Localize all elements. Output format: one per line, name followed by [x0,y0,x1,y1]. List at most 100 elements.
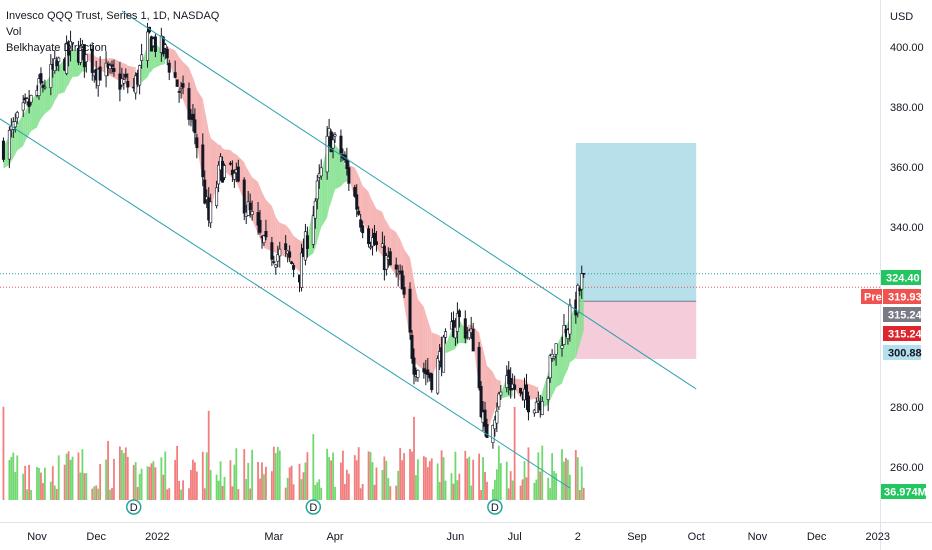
candle [576,283,580,318]
candle [71,42,75,48]
volume-bar [229,460,232,500]
candle-body [408,288,412,333]
volume-bar [215,474,218,500]
candle-body [479,385,483,417]
candle-body [426,369,430,375]
candle-body [258,219,262,233]
candle-body [55,60,59,67]
volume-bar [537,452,540,500]
volume-bar [178,480,181,500]
volume-bar [523,461,526,500]
candle-body [57,57,61,62]
candle [426,358,430,383]
volume-bar [422,456,425,500]
candle-body [357,210,361,215]
candle-body [278,248,282,257]
chart-legend: Invesco QQQ Trust, Series 1, 1D, NASDAQ … [6,8,219,56]
cloud-segment [23,111,26,146]
candle-body [333,134,337,137]
price-axis[interactable]: USD 400.00 380.00 360.00 340.00 280.00 260.00 [890,11,924,474]
dividend-marker[interactable]: D [305,499,322,515]
candle-body [339,135,343,154]
time-axis[interactable]: Nov Dec 2022 Mar Apr Jun Jul 2 Sep Oct Nov Dec 2023 [27,531,890,543]
candle-body [165,48,169,59]
volume-bar [122,453,125,500]
candle-body [412,357,416,375]
trend-channel[interactable] [0,10,697,489]
cloud-segment [342,158,345,184]
volume-bar [55,488,58,500]
position-tool[interactable] [575,143,697,359]
dividend-marker[interactable]: D [487,499,503,515]
candle [444,328,448,344]
volume-bar [389,486,392,500]
volume-bar [468,456,471,500]
volume-bar [541,445,544,500]
indicator-belkhayate[interactable]: Belkhayate Direction [6,42,107,54]
channel-line-lower[interactable] [0,116,571,489]
candle [108,62,112,74]
volume-bar [565,458,567,500]
volume-bar [549,488,552,500]
candle [228,161,232,166]
channel-line-upper[interactable] [121,10,697,390]
candle [262,234,266,246]
volume-bar [332,452,334,500]
symbol-title[interactable]: Invesco QQQ Trust, Series 1, 1D, NASDAQ [6,10,220,22]
candle [29,94,33,106]
volume-bar [124,447,127,500]
candle-body [507,369,511,385]
x-tick-label: Dec [807,531,827,543]
volume-bar [152,461,155,500]
volume-bar [397,470,400,500]
y-tick-label: 340.00 [890,222,924,234]
volume-bar [300,479,303,500]
candle-body [242,179,246,214]
volume-bar [353,455,356,500]
dividend-icon [125,499,142,515]
cloud-segment [273,211,276,253]
volume-bar [375,467,378,500]
indicator-volume[interactable]: Vol [6,26,22,38]
entry-price-tag: 315.24 [883,307,923,322]
candle-body [274,264,278,268]
stop-zone[interactable] [575,301,697,359]
volume-bar [24,465,27,500]
candle-body [236,166,240,182]
candle [372,224,376,246]
candle-body [15,112,19,119]
candle-body [396,273,400,275]
volume-bar [369,452,372,500]
candle-body [576,285,580,314]
volume-bar [320,487,323,500]
candle-body [262,235,266,243]
volume-bar [38,467,40,500]
cloud-segment [487,365,493,432]
candle [284,235,288,257]
volume-bar [340,462,342,500]
candle [491,424,495,449]
candle [463,310,467,344]
candle [209,193,213,228]
candle-body [217,164,221,185]
volume-bar [26,489,29,500]
candle [27,89,31,114]
volume-bar [547,477,550,500]
candle-body [248,202,252,211]
volume-bar [367,451,370,500]
cloud-segment [54,68,57,101]
candle-body [355,194,359,210]
volume-bar [493,479,496,500]
volume-bar [53,485,56,500]
volume-bar [99,464,102,500]
cloud-segment [534,385,537,399]
candle-body [7,129,11,160]
candle [526,391,530,421]
target-zone[interactable] [575,143,697,302]
candle-body [29,95,33,103]
dividend-marker[interactable]: D [125,499,142,515]
volume-bar [513,406,516,500]
volume-bar [107,440,109,500]
